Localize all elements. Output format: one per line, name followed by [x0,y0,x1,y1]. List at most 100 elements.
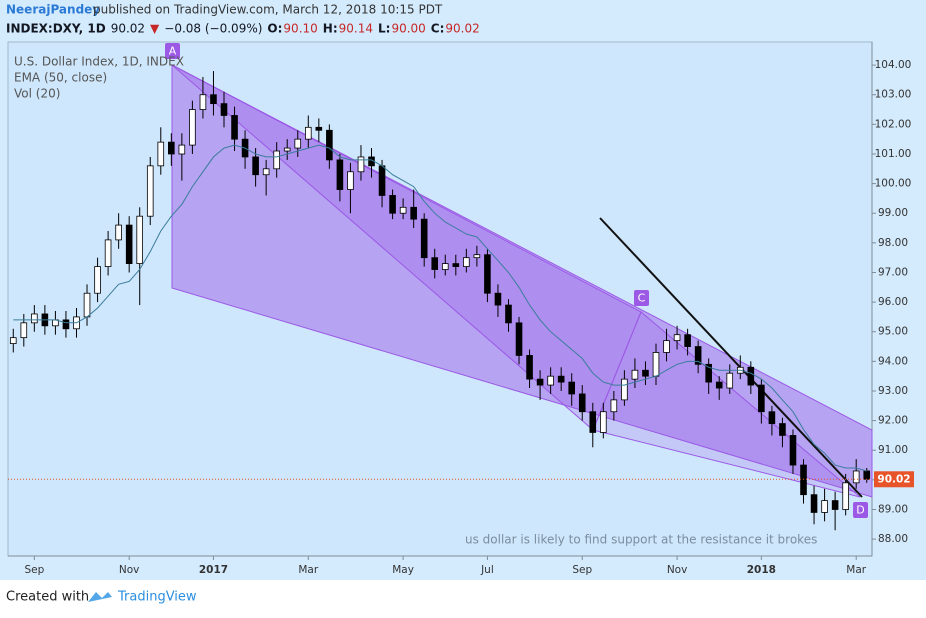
candle-body [431,257,439,270]
candle-body [357,156,365,173]
candle-body [294,138,302,149]
candle-body [283,147,291,152]
y-tick-label: 101.00 [875,148,912,160]
y-tick-label: 100.00 [875,178,912,190]
y-tick-label: 96.00 [878,296,908,308]
legend-ema: EMA (50, close) [14,71,107,85]
candle-body [410,206,417,220]
x-tick-label: Sep [572,564,592,576]
candle-body [62,319,70,330]
candle-body [800,464,807,496]
quote-part: ▼ [150,22,160,36]
candle-body [452,263,460,267]
candle-body [536,378,544,386]
candle-body [758,384,765,413]
candle-body [231,115,238,140]
footer-brand[interactable]: TradingView [117,590,197,605]
candle-body [610,399,618,413]
candle-body [631,369,639,380]
candle-body [220,103,228,116]
candle-body [168,141,175,155]
candle-body [157,141,165,167]
annotation-note: us dollar is likely to find support at t… [465,533,817,547]
candle-body [684,334,691,347]
candle-body [557,375,565,383]
candle-body [336,159,344,190]
price-label: 90.02 [877,473,910,485]
y-tick-label: 93.00 [878,385,908,397]
candle-body [399,206,407,214]
candle-body [441,263,449,270]
candle-body [663,340,670,353]
candle-body [621,378,628,401]
candle-body [20,322,28,339]
x-tick-label: Mar [846,564,866,576]
x-tick-label: Nov [119,564,140,576]
candle-body [420,218,428,259]
candle-body [578,393,586,413]
candle-body [547,375,554,386]
legend-volume: Vol (20) [14,87,60,101]
candle-body [199,94,207,110]
candle-body [252,156,259,176]
candle-body [842,482,849,510]
candle-body [273,150,280,170]
y-tick-label: 102.00 [875,118,912,130]
label-box [165,43,180,59]
y-tick-label: 89.00 [878,503,908,515]
candle-body [526,355,533,380]
candle-body [484,254,491,294]
candle-body [347,171,354,190]
y-tick-label: 92.00 [878,415,908,427]
y-tick-label: 95.00 [878,326,908,338]
candle-body [210,94,217,105]
candle-body [642,369,649,377]
y-tick-label: 104.00 [875,59,912,71]
candle-body [589,411,597,433]
candle-body [863,470,871,480]
ema-line [13,144,867,472]
candle-body [747,366,755,386]
x-tick-label: Mar [298,564,318,576]
candle-body [146,165,154,217]
candle-body [715,381,723,389]
published: published on TradingView.com, March 12, … [93,3,443,17]
candle-body [178,144,186,155]
candle-body [31,313,38,324]
candle-body [789,435,797,466]
candle-body [494,292,502,306]
legend-series: U.S. Dollar Index, 1D, INDEX [14,55,184,69]
quote-part: H: [323,22,338,36]
candle-body [705,363,712,383]
candle-body [189,109,196,146]
y-tick-label: 103.00 [875,89,912,101]
plot-area [7,41,873,557]
candle-body [378,165,386,196]
candle-body [779,423,786,436]
y-tick-label: 91.00 [878,444,908,456]
candle-body [83,292,91,318]
candle-body [304,126,312,140]
logo [88,592,112,602]
quote-part: 90.00 [391,22,425,36]
candle-body [463,257,470,267]
candle-body [505,304,512,324]
candle-body [125,224,133,264]
annotation-label: D [856,504,864,517]
quote-part: 90.02 [445,22,479,36]
candle-body [389,195,396,214]
candle-body [652,352,660,377]
quote-part: −0.08 (−0.09%) [164,22,262,36]
quote-part: O: [267,22,282,36]
candle-body [768,411,776,424]
quote-part: C: [431,22,445,36]
candle-body [115,224,122,241]
author[interactable]: NeerajPandey [6,3,100,17]
quote-part: INDEX:DXY, 1D [6,22,106,36]
candle-body [9,337,17,344]
y-tick-label: 97.00 [878,266,908,278]
y-tick-label: 88.00 [878,533,908,545]
x-tick-label: 2017 [199,564,228,576]
